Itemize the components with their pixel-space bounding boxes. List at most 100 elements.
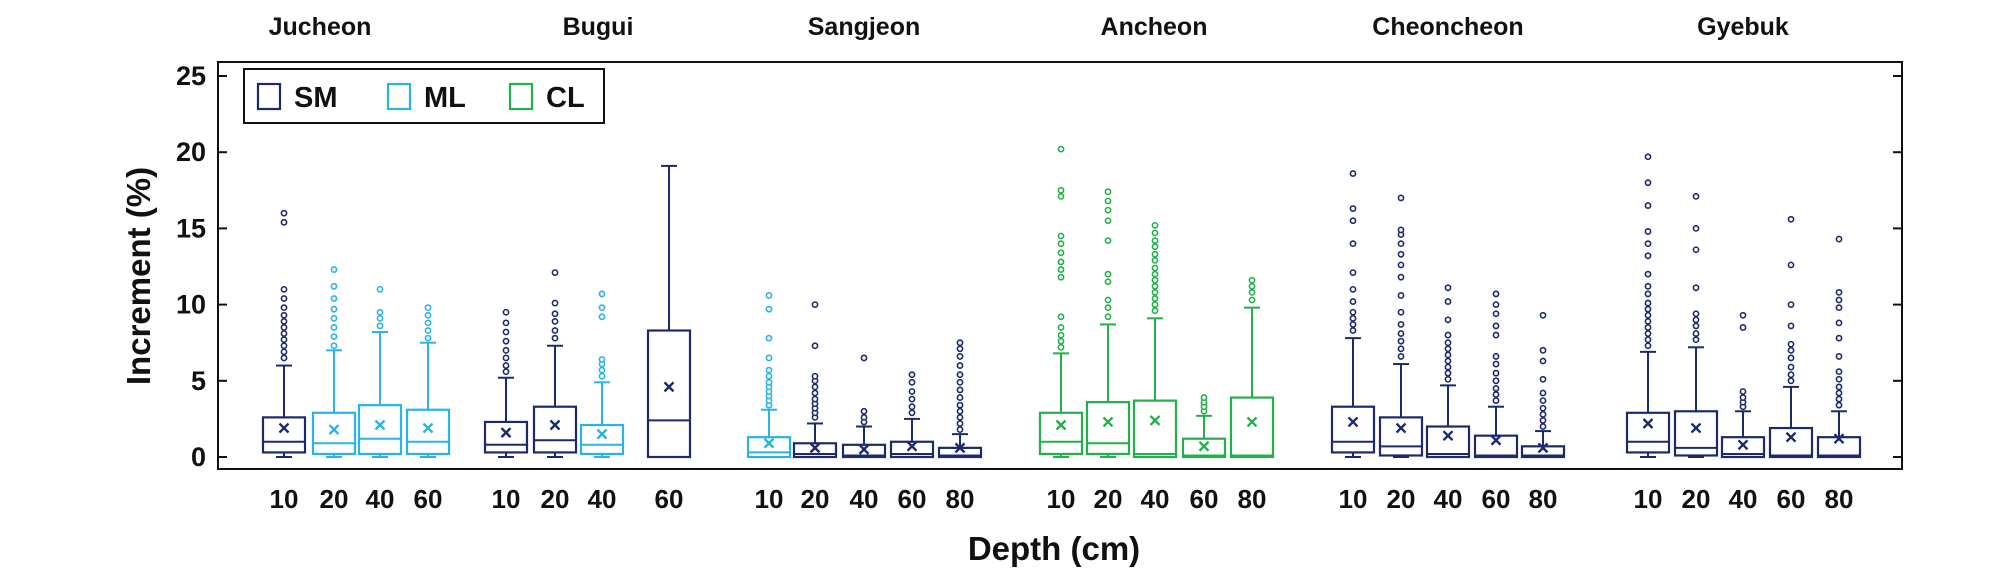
outlier-point	[1787, 363, 1795, 371]
outlier-point	[1397, 240, 1405, 248]
outlier-point	[280, 285, 288, 293]
outlier-point	[1349, 298, 1357, 305]
outlier-point	[1492, 310, 1500, 318]
outlier-point	[1444, 339, 1452, 347]
outlier-point	[1151, 282, 1159, 290]
outlier-point	[1444, 331, 1452, 339]
x-tick-label: 10	[1634, 484, 1663, 514]
box-iqr	[1425, 425, 1471, 459]
mean-marker	[954, 442, 966, 454]
box-gyebuk-20	[1673, 192, 1719, 458]
outlier-point	[1787, 346, 1795, 354]
outlier-point	[1835, 383, 1843, 391]
outlier-point	[1057, 273, 1065, 281]
outlier-point	[956, 386, 964, 394]
mean-marker	[1537, 442, 1549, 454]
site-titles: Jucheon Bugui Sangjeon Ancheon Cheoncheon Gye…	[269, 13, 1789, 41]
outlier-point	[908, 388, 916, 395]
outlier-point	[1492, 360, 1500, 368]
box-iqr	[1330, 405, 1376, 454]
outlier-point	[598, 366, 606, 374]
box-gyebuk-40	[1720, 311, 1766, 459]
outlier-point	[1151, 229, 1159, 237]
outlier-point	[908, 378, 916, 386]
x-tick-label: 40	[850, 484, 879, 514]
y-tick-label: 20	[176, 137, 206, 167]
outlier-point	[956, 378, 964, 386]
outlier-point	[1787, 261, 1795, 269]
box-iqr	[1720, 436, 1766, 459]
outlier-point	[1492, 301, 1500, 308]
outlier-point	[1492, 290, 1500, 298]
outlier-point	[1539, 397, 1547, 405]
outlier-point	[1492, 322, 1500, 330]
outlier-point	[280, 348, 288, 356]
box-gyebuk-60	[1768, 215, 1814, 459]
y-tick-label: 25	[176, 61, 206, 91]
outlier-point	[376, 285, 384, 293]
outlier-point	[1835, 319, 1843, 327]
outlier-point	[956, 339, 964, 347]
site-title: Gyebuk	[1697, 13, 1789, 41]
outlier-point	[1151, 289, 1159, 296]
outlier-point	[1397, 250, 1405, 258]
box-gyebuk-10	[1625, 153, 1671, 458]
box-sangjeon-80	[937, 339, 983, 459]
box-iqr	[483, 420, 529, 454]
outlier-point	[1349, 321, 1357, 328]
box-iqr	[1378, 416, 1424, 457]
legend-swatch-cl	[508, 82, 534, 111]
box-bugui-60	[646, 164, 692, 459]
outlier-point	[1057, 337, 1065, 345]
outlier-point	[1492, 353, 1500, 360]
mean-marker	[1055, 419, 1067, 431]
box-iqr	[1625, 411, 1671, 454]
outlier-point	[502, 308, 510, 316]
outlier-point	[1692, 246, 1700, 254]
outlier-point	[1248, 296, 1256, 304]
box-sangjeon-20	[792, 301, 838, 459]
outlier-point	[1835, 334, 1843, 342]
x-tick-label: 60	[1482, 484, 1511, 514]
outlier-point	[424, 304, 432, 312]
outlier-point	[1692, 330, 1700, 337]
outlier-point	[1539, 375, 1547, 383]
outlier-point	[551, 317, 559, 325]
y-axis-title: Increment (%)	[120, 167, 157, 385]
outlier-point	[1349, 327, 1357, 334]
mean-marker	[500, 427, 512, 438]
outlier-point	[1539, 389, 1547, 397]
outlier-point	[1692, 316, 1700, 324]
outlier-point	[1104, 237, 1112, 244]
outlier-point	[280, 295, 288, 302]
outlier-point	[1151, 264, 1159, 272]
mean-marker	[1737, 439, 1749, 451]
mean-marker	[1642, 418, 1654, 429]
outlier-point	[860, 413, 868, 421]
outlier-point	[908, 403, 916, 411]
outlier-point	[860, 407, 868, 415]
outlier-point	[908, 395, 916, 403]
outlier-point	[1057, 249, 1065, 257]
outlier-point	[811, 383, 819, 391]
plot-area	[217, 61, 1903, 470]
outlier-point	[1397, 194, 1405, 202]
mean-marker	[1442, 430, 1454, 442]
outlier-point	[330, 295, 338, 302]
outlier-point	[1397, 292, 1405, 299]
outlier-point	[1057, 324, 1065, 331]
x-tick-label: 20	[1387, 484, 1416, 514]
mean-marker	[1690, 422, 1702, 434]
outlier-point	[1644, 290, 1652, 298]
outlier-point	[1397, 353, 1405, 360]
outlier-point	[1644, 202, 1652, 209]
outlier-point	[598, 304, 606, 312]
outlier-point	[765, 372, 773, 380]
outlier-point	[598, 313, 606, 321]
mean-marker	[596, 428, 608, 440]
x-tick-label: 80	[1529, 484, 1558, 514]
outlier-point	[1151, 295, 1159, 302]
outlier-point	[376, 314, 384, 322]
outlier-point	[330, 266, 338, 273]
outlier-point	[1444, 351, 1452, 359]
